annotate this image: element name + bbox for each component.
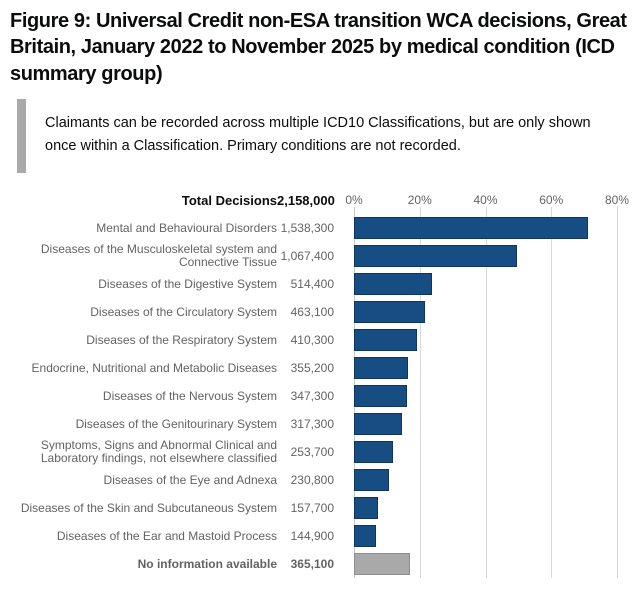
x-axis-tick: 80% <box>604 193 630 208</box>
category-label: Endocrine, Nutritional and Metabolic Dis… <box>31 360 277 375</box>
x-axis: 0% 20% 40% 60% 80% <box>345 186 634 214</box>
chart-row: Diseases of the Respiratory System 410,30… <box>10 326 634 354</box>
x-axis-tick: 40% <box>473 193 498 208</box>
value-label: 230,800 <box>290 473 334 488</box>
bar <box>354 469 390 492</box>
chart-row: Diseases of the Circulatory System 463,10… <box>10 298 634 326</box>
category-label: Mental and Behavioural Disorders <box>96 220 277 235</box>
plot-cell <box>354 242 634 270</box>
plot-cell <box>354 298 634 326</box>
value-label: 365,100 <box>290 557 334 572</box>
value-label: 157,700 <box>290 501 334 516</box>
bar <box>354 385 407 408</box>
plot-cell <box>354 410 634 438</box>
value-label: 355,200 <box>290 361 334 376</box>
value-label: 1,538,300 <box>280 221 334 236</box>
category-label: Symptoms, Signs and Abnormal Clinical an… <box>40 438 277 466</box>
value-label: 1,067,400 <box>280 249 334 264</box>
gridline <box>551 207 552 579</box>
chart-rows: Mental and Behavioural Disorders 1,538,30… <box>10 214 634 578</box>
chart-header-row: Total Decisions 2,158,000 0% 20% 40% 60% 80% <box>10 186 634 214</box>
callout-rule <box>17 99 26 174</box>
category-label: No information available <box>137 556 277 571</box>
value-label: 144,900 <box>290 529 334 544</box>
plot-cell <box>354 270 634 298</box>
bar-no-information <box>354 553 410 576</box>
chart-row: Endocrine, Nutritional and Metabolic Dis… <box>10 354 634 382</box>
category-label: Diseases of the Skin and Subcutaneous Sy… <box>20 500 277 515</box>
gridline <box>420 207 421 579</box>
chart-row: Diseases of the Musculoskeletal system a… <box>10 242 634 270</box>
category-label: Diseases of the Musculoskeletal system a… <box>40 242 277 270</box>
total-decisions-value: 2,158,000 <box>277 192 335 208</box>
bar <box>354 245 517 268</box>
plot-cell <box>354 354 634 382</box>
chart-row: Diseases of the Eye and Adnexa 230,800 <box>10 466 634 494</box>
plot-cell <box>354 326 634 354</box>
x-axis-tick: 20% <box>407 193 432 208</box>
x-axis-tick: 0% <box>345 193 363 208</box>
value-label: 410,300 <box>290 333 334 348</box>
gridline <box>486 207 487 579</box>
chart-row: Symptoms, Signs and Abnormal Clinical an… <box>10 438 634 466</box>
value-label: 317,300 <box>290 417 334 432</box>
category-label: Diseases of the Nervous System <box>102 388 277 403</box>
bar <box>354 273 433 296</box>
plot-cell <box>354 522 634 550</box>
category-label: Diseases of the Circulatory System <box>90 304 277 319</box>
plot-cell <box>354 438 634 466</box>
chart-row: Diseases of the Skin and Subcutaneous Sy… <box>10 494 634 522</box>
bar <box>354 357 409 380</box>
bar <box>354 441 393 464</box>
figure-page: Figure 9: Universal Credit non-ESA trans… <box>10 10 634 579</box>
chart-row: No information available 365,100 <box>10 550 634 578</box>
value-label: 514,400 <box>290 277 334 292</box>
note-text: Claimants can be recorded across multipl… <box>45 115 591 154</box>
plot-cell <box>354 382 634 410</box>
chart-row: Diseases of the Digestive System 514,400 <box>10 270 634 298</box>
bar <box>354 413 403 436</box>
note-callout: Claimants can be recorded across multipl… <box>17 99 634 174</box>
bar <box>354 497 378 520</box>
bar <box>354 301 425 324</box>
category-label: Diseases of the Genitourinary System <box>75 416 277 431</box>
bar <box>354 217 589 240</box>
x-axis-tick: 60% <box>539 193 564 208</box>
bar <box>354 329 417 352</box>
bar <box>354 525 377 548</box>
plot-cell <box>354 494 634 522</box>
figure-title: Figure 9: Universal Credit non-ESA trans… <box>10 10 627 85</box>
value-label: 463,100 <box>290 305 334 320</box>
category-label: Diseases of the Ear and Mastoid Process <box>56 528 277 543</box>
plot-cell <box>354 214 634 242</box>
value-label: 253,700 <box>290 445 334 460</box>
total-decisions-label: Total Decisions <box>181 192 277 208</box>
gridline <box>617 207 618 579</box>
category-label: Diseases of the Eye and Adnexa <box>103 472 277 487</box>
chart-row: Diseases of the Nervous System 347,300 <box>10 382 634 410</box>
chart-row: Mental and Behavioural Disorders 1,538,30… <box>10 214 634 242</box>
plot-cell <box>354 550 634 578</box>
plot-cell <box>354 466 634 494</box>
bar-chart: Total Decisions 2,158,000 0% 20% 40% 60% 80%… <box>10 186 634 579</box>
value-label: 347,300 <box>290 389 334 404</box>
chart-row: Diseases of the Ear and Mastoid Process 1… <box>10 522 634 550</box>
category-label: Diseases of the Respiratory System <box>86 332 277 347</box>
category-label: Diseases of the Digestive System <box>98 276 277 291</box>
chart-row: Diseases of the Genitourinary System 317,… <box>10 410 634 438</box>
